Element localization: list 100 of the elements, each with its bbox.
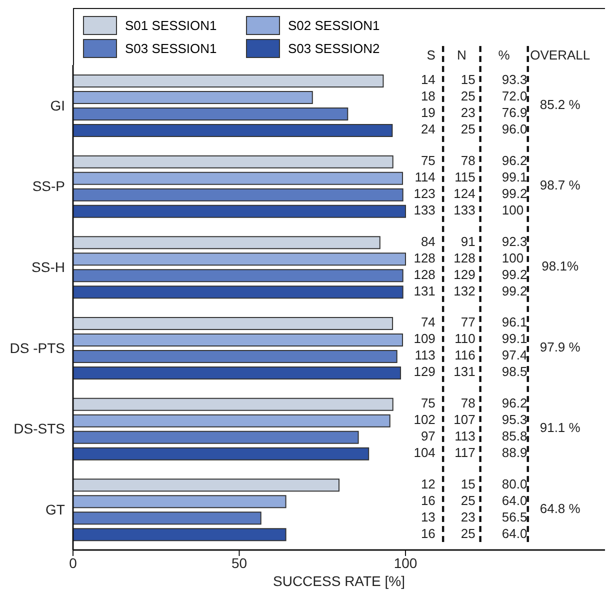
annotation: 85.8	[502, 428, 528, 444]
x-tick-label: 50	[231, 554, 248, 571]
annotation: 128	[414, 250, 436, 266]
annotation: 25	[460, 122, 476, 137]
annotation: 129	[414, 364, 436, 380]
bar	[73, 252, 406, 266]
annotation: 117	[454, 444, 476, 460]
annotation: 91	[460, 234, 476, 249]
bar	[73, 188, 404, 202]
bar	[73, 478, 340, 492]
annotation: 133	[414, 202, 436, 218]
annotation: 116	[454, 348, 476, 363]
bar	[73, 108, 348, 120]
bar	[73, 350, 398, 363]
bar	[73, 204, 406, 218]
bar	[73, 414, 390, 428]
annotation: 56.5	[502, 509, 528, 524]
annotation: 131	[454, 364, 476, 380]
annotation: 98.7 %	[540, 178, 581, 193]
annotation: 114	[414, 169, 436, 184]
annotation: 16	[420, 492, 436, 508]
bar	[73, 528, 286, 542]
y-tick-label: SS-P	[32, 178, 65, 194]
bar	[73, 366, 402, 380]
annotation: 97.9 %	[540, 339, 581, 354]
annotation: 100	[502, 250, 524, 266]
x-tick-label: 0	[69, 554, 78, 571]
annotation: 97.4	[502, 348, 528, 363]
annotation: 13	[420, 509, 436, 524]
bar	[73, 74, 384, 88]
annotation: 12	[420, 476, 436, 492]
bar	[73, 398, 394, 411]
bar	[73, 236, 380, 250]
annotation: OVERALL	[530, 47, 590, 62]
annotation: 128	[454, 250, 476, 266]
annotation: 25	[460, 492, 476, 508]
annotation: 91.1 %	[540, 420, 581, 436]
annotation: 72.0	[502, 88, 528, 104]
annotation: N	[456, 47, 466, 62]
annotation: 98.5	[502, 364, 528, 380]
annotation: 98.1%	[542, 258, 579, 274]
annotation: 80.0	[502, 476, 528, 492]
bar	[73, 172, 404, 185]
legend-label: S02 SESSION1	[288, 18, 380, 33]
annotation: 25	[460, 526, 476, 541]
annotation: 14	[420, 72, 436, 88]
x-tick-label: 100	[394, 554, 418, 571]
annotation: 93.3	[502, 72, 528, 88]
annotation: 95.3	[502, 412, 528, 427]
annotation: 113	[454, 428, 476, 444]
annotation: 78	[460, 152, 476, 168]
annotation: 15	[460, 72, 476, 88]
y-tick-label: GI	[50, 97, 65, 114]
annotation: 123	[414, 186, 436, 201]
bar	[73, 286, 404, 299]
annotation: 64.8 %	[540, 501, 581, 516]
annotation: 77	[460, 314, 476, 330]
y-tick-label: DS-STS	[14, 420, 65, 437]
annotation: S	[426, 47, 436, 62]
annotation: 131	[414, 283, 436, 298]
bar	[73, 269, 404, 282]
annotation: 85.2 %	[540, 96, 581, 112]
annotation: 110	[454, 331, 476, 346]
annotation: 107	[454, 412, 476, 427]
annotation: 23	[460, 105, 476, 120]
annotation: 102	[414, 412, 436, 427]
annotation: 76.9	[502, 105, 528, 120]
annotation: 99.2	[502, 283, 528, 298]
annotation: 74	[420, 314, 436, 330]
annotation: 99.2	[502, 186, 528, 201]
annotation: 64.0	[502, 526, 528, 541]
annotation: 19	[420, 105, 436, 120]
legend-label: S01 SESSION1	[125, 18, 217, 33]
annotation: 75	[420, 152, 436, 168]
annotation: 88.9	[502, 444, 528, 460]
annotation: 99.1	[502, 331, 528, 346]
annotation: 16	[420, 526, 436, 541]
annotation: 100	[502, 202, 524, 218]
annotation: 97	[420, 428, 436, 444]
annotation: 99.1	[502, 169, 528, 184]
annotation: 113	[414, 348, 436, 363]
annotation: 115	[454, 169, 476, 184]
bar	[73, 334, 404, 346]
annotation: 133	[454, 202, 476, 218]
y-tick-label: GT	[46, 502, 66, 518]
annotation: 129	[454, 266, 476, 282]
bar	[73, 91, 313, 104]
bar	[73, 155, 394, 168]
bar	[73, 430, 359, 444]
annotation: 18	[420, 88, 436, 104]
bar	[73, 447, 370, 460]
annotation: 23	[460, 509, 476, 524]
annotation: 84	[420, 234, 436, 249]
annotation: 99.2	[502, 266, 528, 282]
legend-label: S03 SESSION1	[125, 41, 217, 56]
bar	[73, 317, 394, 330]
annotation: 109	[414, 331, 436, 346]
annotation: %	[498, 47, 510, 62]
annotation: 96.0	[502, 122, 528, 137]
annotation: 25	[460, 88, 476, 104]
